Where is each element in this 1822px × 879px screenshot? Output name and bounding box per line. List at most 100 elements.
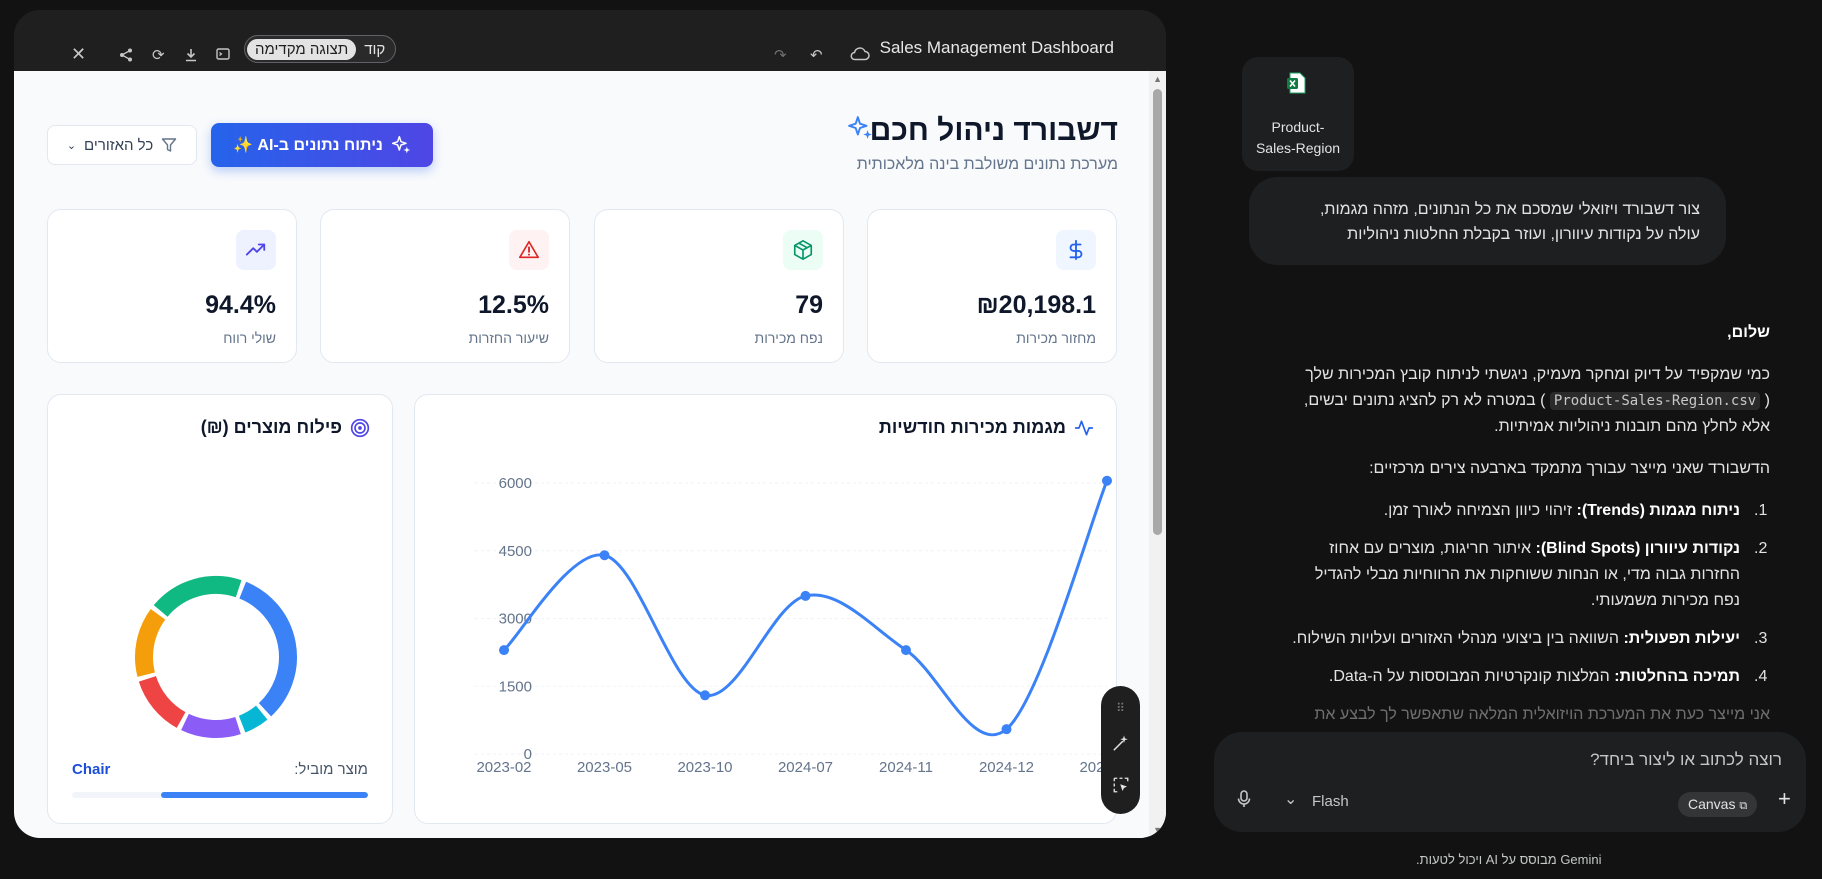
donut-slice	[153, 576, 242, 617]
download-icon[interactable]	[184, 48, 198, 65]
list-bold: יעילות תפעולית:	[1623, 630, 1740, 647]
chevron-down-icon: ⌄	[66, 139, 77, 152]
donut-slice	[135, 609, 166, 677]
list-number: 3.	[1754, 630, 1768, 647]
file-name-line: Product-	[1271, 119, 1325, 135]
pie-title: פילוח מוצרים (₪)	[201, 417, 370, 438]
kpi-label: שולי רווח	[223, 330, 276, 346]
donut-slice	[181, 713, 241, 738]
activity-icon	[1074, 420, 1094, 435]
kpi-card-revenue: ₪20,198.1 מחזור מכירות	[867, 209, 1117, 363]
prompt-input[interactable]: רוצה לכתוב או ליצור ביחד?	[1590, 750, 1782, 769]
list-item: 4. תמיכה בהחלטות: המלצות קונקרטיות המבוס…	[1250, 664, 1770, 690]
list-text: נקודות עיוורון (Blind Spots): איתור חריג…	[1315, 536, 1740, 614]
x-tick-label: 2023-10	[677, 759, 732, 776]
add-icon[interactable]: +	[1778, 786, 1791, 811]
list-number: 1.	[1754, 502, 1768, 519]
kpi-label: מחזור מכירות	[1016, 330, 1096, 346]
x-tick-label: 2024-11	[879, 759, 933, 776]
tab-code[interactable]: קוד	[364, 40, 386, 58]
microphone-icon[interactable]	[1236, 790, 1252, 812]
target-icon	[350, 418, 370, 437]
canvas-window: ✕ ⟳ תצוגה מקדימה קוד ↷ ↶ Sales Managemen…	[14, 10, 1166, 838]
canvas-chip[interactable]: Canvas ⧉	[1678, 792, 1758, 817]
preview-scrollbar[interactable]: ▲ ▼	[1149, 71, 1166, 838]
scroll-down-icon[interactable]: ▼	[1153, 825, 1162, 835]
prompt-input-box[interactable]: רוצה לכתוב או ליצור ביחד? ⌄ Flash Canvas…	[1214, 732, 1806, 832]
attached-file-name: Product- Sales-Region	[1242, 117, 1354, 159]
region-filter-dropdown[interactable]: כל האזורים ⌄	[47, 125, 197, 165]
ai-analysis-label: ניתוח נתונים ב-AI ✨	[233, 137, 383, 154]
response-paragraph-1: כמי שמקפיד על דיוק ומחקר מעמיק, ניגשתי ל…	[1250, 362, 1770, 440]
sparkles-icon	[391, 135, 411, 154]
donut-slice	[239, 581, 297, 717]
scroll-up-icon[interactable]: ▲	[1153, 74, 1162, 84]
donut-slice	[138, 675, 186, 728]
window-title: Sales Management Dashboard	[879, 38, 1114, 57]
kpi-label: נפח מכירות	[754, 330, 823, 346]
sparkles-icon	[847, 115, 873, 146]
file-name-code: Product-Sales-Region.csv	[1549, 392, 1761, 410]
sales-trend-card: מגמות מכירות חודשיות 0 1500 3000 4500 6000 20…	[414, 394, 1118, 824]
response-greeting: שלום,	[1727, 324, 1770, 341]
response-fading-line: אני מייצר כעת את המערכת הויזואלית המלאה …	[1314, 706, 1770, 723]
tab-preview[interactable]: תצוגה מקדימה	[247, 38, 357, 60]
dashboard-preview: דשבורד ניהול חכם מערכת נתונים משולבת בינ…	[14, 71, 1166, 838]
list-text: יעילות תפעולית: השוואה בין ביצועי מנהלי …	[1292, 626, 1740, 652]
package-icon	[783, 230, 823, 270]
data-point	[700, 690, 710, 701]
donut-slice	[238, 705, 268, 733]
magic-edit-icon[interactable]	[1112, 734, 1130, 757]
kpi-value: ₪20,198.1	[976, 291, 1096, 319]
leading-product-label: מוצר מוביל:	[294, 761, 368, 778]
sales-trend-line	[502, 479, 1109, 737]
list-bold: ניתוח מגמות (Trends):	[1576, 502, 1740, 519]
y-tick-label: 4500	[499, 543, 532, 560]
file-name-line: Sales-Region	[1255, 140, 1341, 156]
list-body: איתור חריגות, מוצרים עם אחוז	[1329, 540, 1536, 557]
x-tick-label: 2024-07	[778, 759, 833, 776]
leading-product-value: Chair	[72, 761, 111, 778]
redo-icon[interactable]: ↷	[774, 47, 787, 64]
canvas-chip-label: Canvas	[1688, 796, 1736, 812]
kpi-label: שיעור החזרות	[468, 330, 549, 346]
data-point	[499, 645, 509, 656]
list-bold: נקודות עיוורון (Blind Spots):	[1535, 540, 1740, 557]
dollar-icon	[1056, 230, 1096, 270]
attached-file-chip[interactable]: Product- Sales-Region	[1242, 57, 1354, 171]
product-breakdown-card: פילוח מוצרים (₪) מוצר מוביל: Chair	[47, 394, 393, 824]
kpi-card-margin: 94.4% שולי רווח	[47, 209, 297, 363]
response-paragraph-2: הדשבורד שאני מייצר עבורך מתמקד בארבעה צי…	[1369, 460, 1770, 477]
close-icon[interactable]: ✕	[71, 44, 87, 64]
refresh-icon[interactable]: ⟳	[152, 47, 165, 64]
model-selector[interactable]: Flash	[1312, 793, 1349, 810]
model-chevron-icon[interactable]: ⌄	[1284, 791, 1298, 808]
ai-analysis-button[interactable]: ניתוח נתונים ב-AI ✨	[211, 123, 433, 167]
scroll-thumb[interactable]	[1153, 89, 1162, 535]
drag-handle-icon[interactable]: ⠿	[1116, 701, 1125, 716]
excel-file-icon	[1287, 72, 1307, 99]
console-icon[interactable]	[216, 48, 230, 63]
select-area-icon[interactable]	[1112, 776, 1130, 799]
list-number: 4.	[1754, 668, 1768, 685]
list-body: נפח מכירות משמעותי.	[1590, 592, 1740, 609]
product-donut-chart	[135, 576, 297, 738]
list-body: השוואה בין ביצועי מנהלי האזורים ועלויות …	[1292, 630, 1624, 647]
kpi-value: 79	[795, 291, 823, 319]
kpi-card-returns: 12.5% שיעור החזרות	[320, 209, 570, 363]
undo-icon[interactable]: ↶	[810, 47, 823, 64]
leading-product-row: מוצר מוביל: Chair	[72, 761, 368, 778]
share-icon[interactable]	[119, 48, 133, 65]
x-tick-label: 2023-05	[577, 759, 632, 776]
kpi-value: 12.5%	[478, 291, 549, 319]
code-preview-toggle[interactable]: תצוגה מקדימה קוד	[244, 35, 397, 63]
trending-up-icon	[236, 230, 276, 270]
paren-open: (	[1764, 392, 1770, 409]
list-number: 2.	[1754, 540, 1768, 557]
list-text: ניתוח מגמות (Trends): זיהוי כיוון הצמיחה…	[1384, 498, 1740, 524]
response-line: אלא לחלץ מהם תובנות ניהוליות אמיתיות.	[1494, 418, 1770, 435]
cloud-icon[interactable]	[850, 47, 870, 64]
y-tick-label: 0	[524, 746, 532, 763]
list-bold: תמיכה בהחלטות:	[1614, 668, 1740, 685]
